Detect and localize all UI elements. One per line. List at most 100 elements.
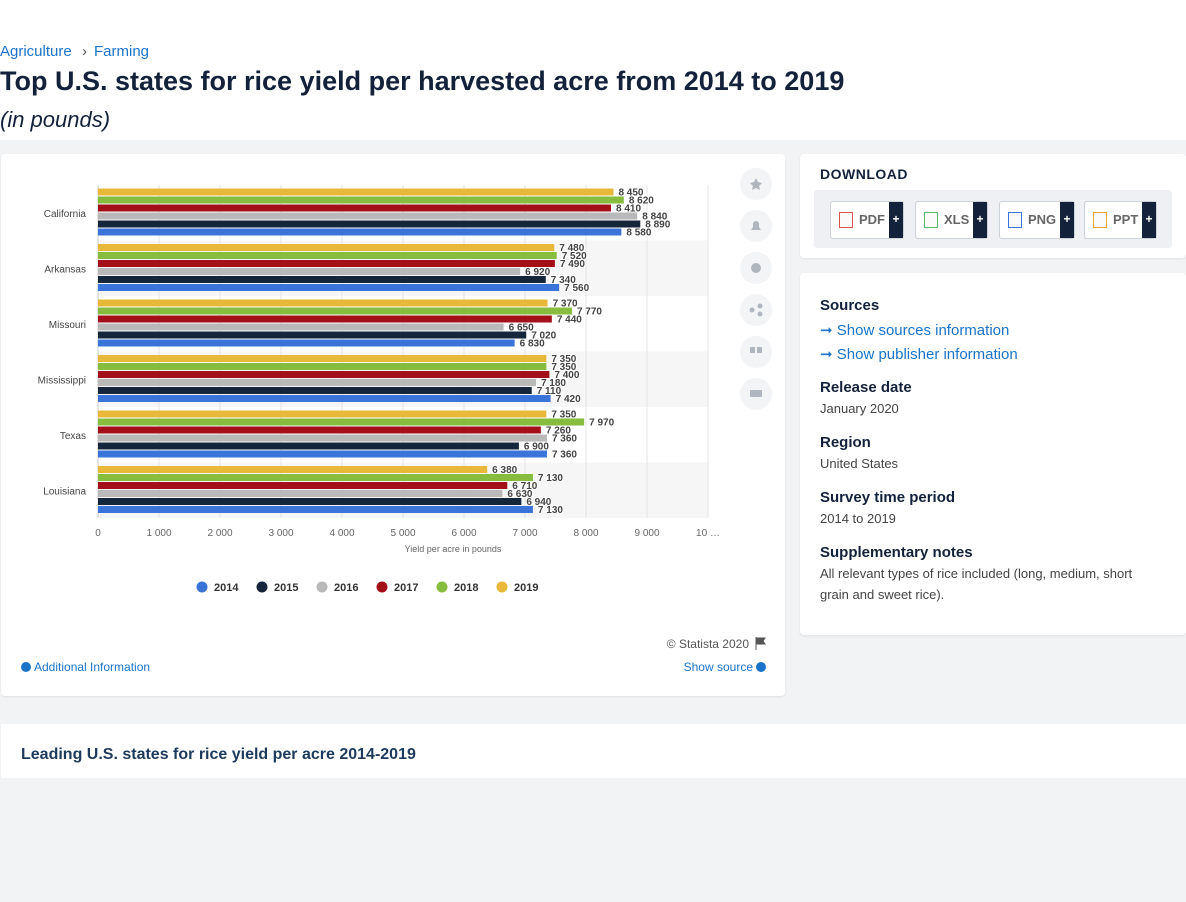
add-icon: + [973,202,987,238]
bar [98,252,557,259]
bar [98,363,547,370]
y-tick-label: Texas [60,431,86,442]
bar [98,212,638,220]
file-icon [924,212,938,228]
legend-label: 2019 [514,582,538,594]
x-tick-label: 3 000 [268,528,293,539]
download-button[interactable]: PDF + [830,201,904,239]
bar [98,450,547,458]
value-label: 6 380 [492,465,517,476]
download-button[interactable]: PNG + [999,201,1075,239]
bar [98,442,519,450]
value-label: 7 350 [551,362,576,373]
add-icon: + [1142,202,1156,238]
value-label: 7 360 [552,434,577,445]
subtitle: (in pounds) [0,107,111,132]
bar [98,276,546,283]
breadcrumb-link[interactable]: Agriculture [0,43,72,60]
breadcrumb-separator: › [82,43,87,60]
value-label: 7 180 [541,378,566,389]
format-label: PDF [859,212,885,227]
chart: © Statista 2020 Additional Information S… [21,168,772,674]
release-title: Release date [820,379,912,396]
bar [98,339,515,347]
x-tick-label: 6 000 [451,528,476,539]
legend-label: 2016 [334,582,358,594]
download-button[interactable]: PPT + [1084,201,1157,239]
publisher-link-text[interactable]: Show publisher information [836,346,1018,363]
value-label: 6 830 [520,339,545,350]
value-label: 6 940 [526,497,551,508]
value-label: 7 020 [531,331,556,342]
bar [98,490,503,497]
x-tick-label: 8 000 [573,528,598,539]
share-button[interactable] [740,294,772,326]
value-label: 7 370 [553,299,578,310]
legend-marker [316,581,328,593]
legend-marker [376,581,388,593]
bar [98,196,624,204]
cite-button[interactable] [740,336,772,368]
breadcrumb-link[interactable]: Farming [94,43,150,60]
title: Top U.S. states for rice yield per harve… [0,66,845,96]
legend-marker [436,581,448,593]
value-label: 7 130 [538,473,563,484]
info-icon [21,662,31,672]
info-icon [756,662,766,672]
related-title[interactable]: Leading U.S. states for rice yield per a… [21,746,416,763]
value-label: 8 620 [629,196,654,207]
format-label: PNG [1028,212,1057,227]
bar [98,498,522,505]
value-label: 7 420 [556,394,581,405]
bar [98,410,547,418]
bar [98,220,641,228]
value-label: 7 340 [551,275,576,286]
x-tick-label: 7 000 [512,528,537,539]
flag-icon[interactable] [755,637,766,650]
y-tick-label: California [44,209,87,220]
bar [98,395,551,402]
region-title: Region [820,434,871,451]
value-label: 7 520 [562,251,587,262]
value-label: 7 480 [559,243,584,254]
notes-title: Supplementary notes [820,544,973,561]
x-axis-label: Yield per acre in pounds [405,544,502,554]
sources-link[interactable]: ➞ Show sources information [820,322,1010,339]
file-icon [839,212,853,228]
bar [98,299,548,307]
value-label: 7 350 [551,410,576,421]
show-source-link[interactable]: Show source [684,660,754,674]
bar [98,331,527,339]
legend-marker [496,581,508,593]
download-button[interactable]: XLS + [915,201,988,239]
bar [98,228,622,236]
x-tick-label: 0 [95,528,101,539]
bar [98,355,547,362]
legend-label: 2017 [394,582,418,594]
bar [98,204,612,212]
value-label: 7 560 [564,283,589,294]
value-label: 7 440 [557,315,582,326]
x-tick-label: 9 000 [634,528,659,539]
bar [98,244,555,251]
x-tick-label: 4 000 [329,528,354,539]
value-label: 7 260 [546,426,571,437]
legend-label: 2018 [454,582,478,594]
bar [98,379,536,386]
value-label: 6 710 [512,481,537,492]
value-label: 7 360 [552,450,577,461]
x-tick-label: 10 … [696,528,720,539]
value-label: 7 770 [577,307,602,318]
release-value: January 2020 [820,401,899,416]
toolbar-icons [749,178,763,397]
survey-value: 2014 to 2019 [820,511,896,526]
publisher-link[interactable]: ➞ Show publisher information [820,346,1018,363]
bar [98,188,614,196]
value-label: 7 110 [537,386,562,397]
sources-link-text[interactable]: Show sources information [836,322,1010,339]
survey-title: Survey time period [820,489,956,506]
bar [98,371,550,378]
value-label: 8 450 [618,188,643,199]
additional-info-link[interactable]: Additional Information [34,660,150,674]
bar [98,315,552,323]
